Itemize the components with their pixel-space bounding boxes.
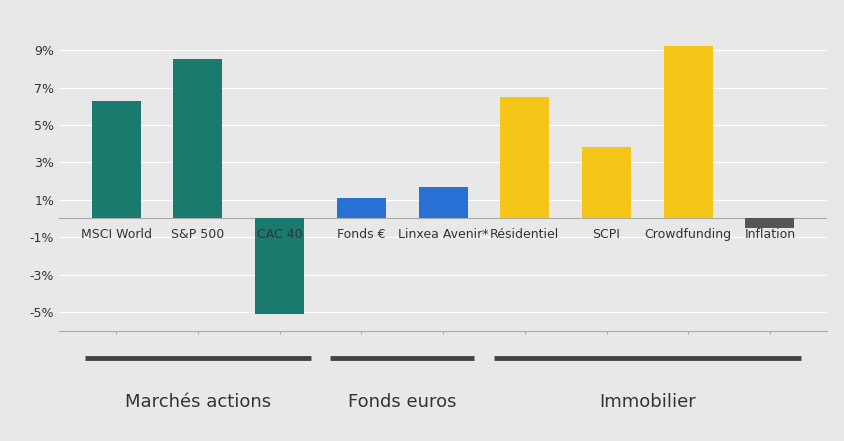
Text: Résidentiel: Résidentiel <box>490 228 560 241</box>
Text: Marchés actions: Marchés actions <box>125 393 271 411</box>
Bar <box>500 97 549 218</box>
Bar <box>174 60 223 218</box>
Text: CAC 40: CAC 40 <box>257 228 302 241</box>
Bar <box>255 218 304 314</box>
Bar <box>582 147 631 218</box>
Bar <box>745 218 794 228</box>
Text: Linxea Avenir*: Linxea Avenir* <box>398 228 489 241</box>
Text: Fonds euros: Fonds euros <box>348 393 457 411</box>
Text: Inflation: Inflation <box>744 228 796 241</box>
Text: Fonds €: Fonds € <box>337 228 386 241</box>
Bar <box>337 198 386 218</box>
Bar <box>419 187 468 218</box>
Text: Immobilier: Immobilier <box>599 393 695 411</box>
Bar <box>92 101 141 218</box>
Text: MSCI World: MSCI World <box>81 228 152 241</box>
Bar <box>663 46 712 218</box>
Text: SCPI: SCPI <box>592 228 620 241</box>
Text: Crowdfunding: Crowdfunding <box>645 228 732 241</box>
Text: S&P 500: S&P 500 <box>171 228 225 241</box>
